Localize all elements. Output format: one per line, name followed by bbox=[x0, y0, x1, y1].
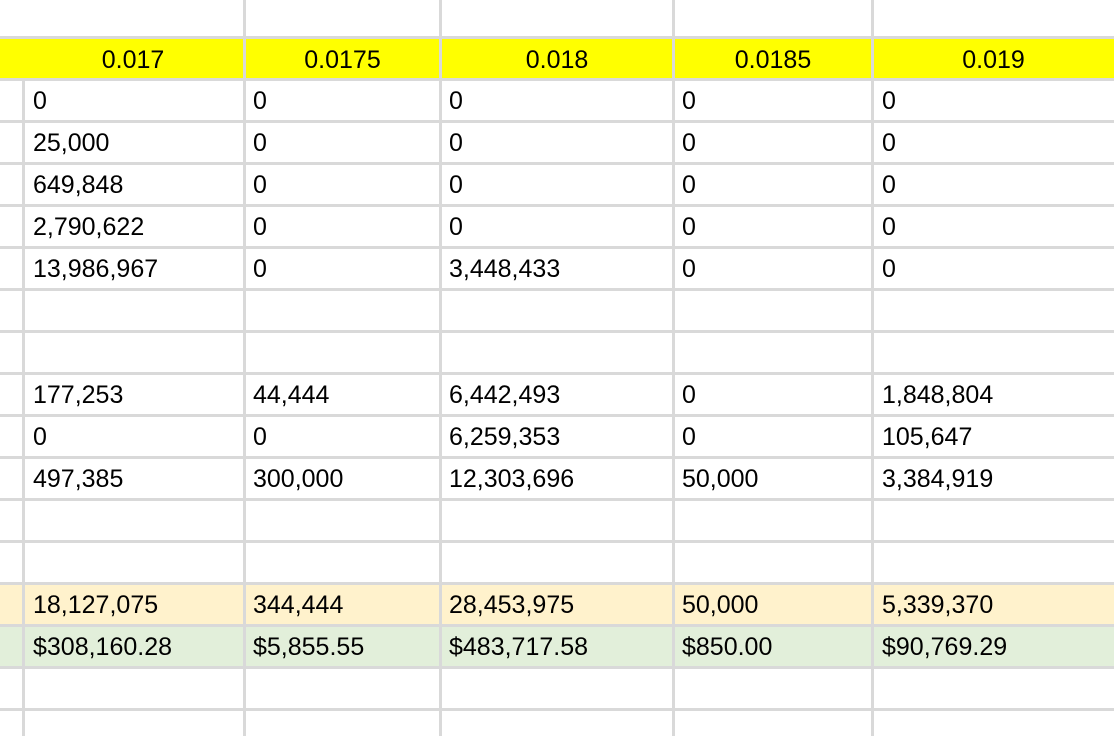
table-cell[interactable]: 0 bbox=[449, 171, 463, 199]
header-cell-rate-2[interactable]: 0.0175 bbox=[304, 46, 381, 74]
table-cell[interactable]: 1,848,804 bbox=[882, 381, 994, 409]
column-gridline bbox=[22, 78, 25, 736]
table-cell[interactable]: 0 bbox=[882, 87, 896, 115]
table-cell[interactable]: 0 bbox=[449, 129, 463, 157]
row-gridline bbox=[0, 498, 1114, 501]
table-cell[interactable]: 0 bbox=[253, 423, 267, 451]
table-cell[interactable]: 25,000 bbox=[33, 129, 110, 157]
cost-cell[interactable]: $850.00 bbox=[682, 633, 773, 661]
header-cell-rate-1[interactable]: 0.017 bbox=[101, 46, 165, 74]
table-cell[interactable]: 13,986,967 bbox=[33, 255, 159, 283]
table-cell[interactable]: 649,848 bbox=[33, 171, 124, 199]
table-cell[interactable]: 0 bbox=[882, 255, 896, 283]
table-cell[interactable]: 0 bbox=[882, 129, 896, 157]
totals-row-fill bbox=[0, 584, 1114, 625]
row-gridline bbox=[0, 414, 1114, 417]
table-cell[interactable]: 177,253 bbox=[33, 381, 124, 409]
table-cell[interactable]: 0 bbox=[33, 87, 47, 115]
total-cell[interactable]: 50,000 bbox=[682, 591, 759, 619]
row-gridline bbox=[0, 120, 1114, 123]
cost-cell[interactable]: $308,160.28 bbox=[33, 633, 173, 661]
cost-cell[interactable]: $483,717.58 bbox=[449, 633, 589, 661]
table-cell[interactable]: 44,444 bbox=[253, 381, 330, 409]
cost-cell[interactable]: $90,769.29 bbox=[882, 633, 1008, 661]
column-gridline bbox=[871, 0, 874, 736]
row-gridline bbox=[0, 582, 1114, 585]
column-gridline bbox=[439, 0, 442, 736]
column-gridline bbox=[672, 0, 675, 736]
table-cell[interactable]: 0 bbox=[253, 129, 267, 157]
table-cell[interactable]: 497,385 bbox=[33, 465, 124, 493]
row-gridline bbox=[0, 372, 1114, 375]
row-gridline bbox=[0, 330, 1114, 333]
row-gridline bbox=[0, 666, 1114, 669]
row-gridline bbox=[0, 624, 1114, 627]
row-gridline bbox=[0, 288, 1114, 291]
header-cell-rate-3[interactable]: 0.018 bbox=[525, 46, 589, 74]
table-cell[interactable]: 0 bbox=[33, 423, 47, 451]
total-cell[interactable]: 28,453,975 bbox=[449, 591, 575, 619]
table-cell[interactable]: 0 bbox=[449, 87, 463, 115]
table-cell[interactable]: 0 bbox=[253, 171, 267, 199]
table-cell[interactable]: 12,303,696 bbox=[449, 465, 575, 493]
row-gridline bbox=[0, 246, 1114, 249]
table-cell[interactable]: 3,448,433 bbox=[449, 255, 561, 283]
row-gridline bbox=[0, 78, 1114, 81]
table-cell[interactable]: 0 bbox=[882, 213, 896, 241]
table-cell[interactable]: 0 bbox=[682, 129, 696, 157]
row-gridline bbox=[0, 36, 1114, 39]
table-cell[interactable]: 0 bbox=[682, 213, 696, 241]
table-cell[interactable]: 0 bbox=[882, 171, 896, 199]
table-cell[interactable]: 0 bbox=[253, 213, 267, 241]
header-cell-rate-4[interactable]: 0.0185 bbox=[734, 46, 812, 74]
row-gridline bbox=[0, 540, 1114, 543]
table-cell[interactable]: 0 bbox=[682, 423, 696, 451]
row-gridline bbox=[0, 456, 1114, 459]
table-cell[interactable]: 6,259,353 bbox=[449, 423, 561, 451]
total-cell[interactable]: 5,339,370 bbox=[882, 591, 994, 619]
table-cell[interactable]: 0 bbox=[253, 87, 267, 115]
table-cell[interactable]: 0 bbox=[682, 171, 696, 199]
header-cell-rate-5[interactable]: 0.019 bbox=[962, 46, 1025, 74]
row-gridline bbox=[0, 708, 1114, 711]
row-gridline bbox=[0, 204, 1114, 207]
table-cell[interactable]: 0 bbox=[253, 255, 267, 283]
table-cell[interactable]: 2,790,622 bbox=[33, 213, 145, 241]
cost-cell[interactable]: $5,855.55 bbox=[253, 633, 365, 661]
table-cell[interactable]: 0 bbox=[682, 381, 696, 409]
row-gridline bbox=[0, 162, 1114, 165]
cost-row-fill bbox=[0, 626, 1114, 666]
table-cell[interactable]: 0 bbox=[449, 213, 463, 241]
header-row-fill bbox=[0, 38, 1114, 78]
table-cell[interactable]: 300,000 bbox=[253, 465, 344, 493]
table-cell[interactable]: 0 bbox=[682, 255, 696, 283]
column-gridline bbox=[243, 0, 246, 736]
table-cell[interactable]: 105,647 bbox=[882, 423, 973, 451]
table-cell[interactable]: 0 bbox=[682, 87, 696, 115]
table-cell[interactable]: 50,000 bbox=[682, 465, 759, 493]
total-cell[interactable]: 344,444 bbox=[253, 591, 344, 619]
total-cell[interactable]: 18,127,075 bbox=[33, 591, 159, 619]
table-cell[interactable]: 3,384,919 bbox=[882, 465, 994, 493]
table-cell[interactable]: 6,442,493 bbox=[449, 381, 561, 409]
